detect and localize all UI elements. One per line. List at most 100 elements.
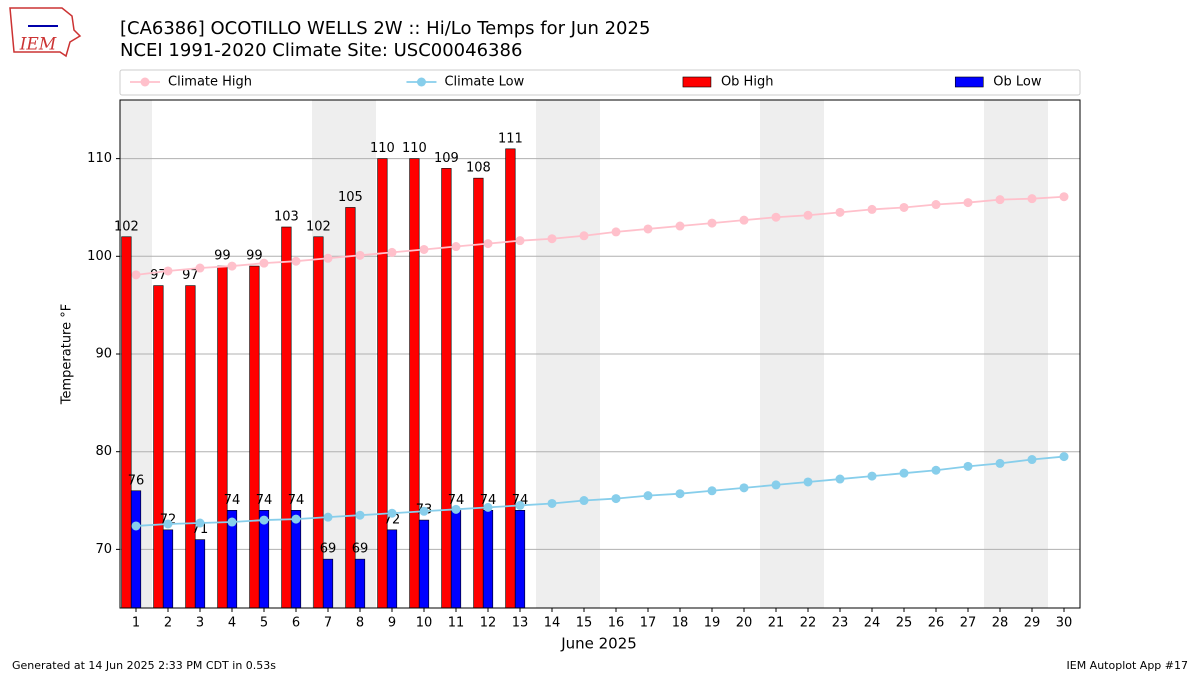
- marker: [419, 244, 429, 254]
- bar: [281, 226, 292, 609]
- marker: [163, 519, 173, 529]
- marker: [739, 483, 749, 493]
- bar: [121, 236, 132, 609]
- bar: [130, 490, 142, 609]
- bar: [290, 510, 302, 609]
- bar-value-label: 69: [320, 542, 337, 557]
- bar: [354, 558, 366, 609]
- marker: [643, 224, 653, 234]
- marker: [483, 502, 493, 512]
- y-tick-label: 100: [87, 249, 112, 264]
- marker: [579, 496, 589, 506]
- marker: [451, 242, 461, 252]
- bar-value-label: 105: [338, 190, 363, 205]
- marker: [963, 461, 973, 471]
- marker: [835, 207, 845, 217]
- marker: [195, 263, 205, 273]
- x-tick-label: 7: [324, 616, 332, 631]
- bar: [386, 529, 398, 609]
- marker: [291, 514, 301, 524]
- x-tick-label: 14: [544, 616, 561, 631]
- marker: [835, 474, 845, 484]
- x-tick-label: 30: [1056, 616, 1073, 631]
- bar: [377, 158, 388, 609]
- marker: [899, 468, 909, 478]
- marker: [867, 471, 877, 481]
- bar-value-label: 99: [214, 249, 231, 264]
- bar: [473, 177, 484, 609]
- logo-text: IEM: [19, 35, 57, 55]
- y-tick-label: 110: [87, 151, 112, 166]
- bar: [249, 265, 260, 609]
- x-tick-label: 17: [640, 616, 657, 631]
- y-axis-label: Temperature °F: [60, 304, 75, 405]
- chart-title: [CA6386] OCOTILLO WELLS 2W :: Hi/Lo Temp…: [120, 18, 650, 39]
- marker: [611, 227, 621, 237]
- bar: [162, 529, 174, 609]
- marker: [323, 512, 333, 522]
- marker: [163, 266, 173, 276]
- marker: [259, 258, 269, 268]
- x-tick-label: 16: [608, 616, 625, 631]
- x-tick-label: 25: [896, 616, 913, 631]
- bar-value-label: 111: [498, 131, 523, 146]
- bar-value-label: 72: [384, 512, 401, 527]
- x-tick-label: 4: [228, 616, 236, 631]
- marker: [547, 234, 557, 244]
- y-tick-label: 70: [95, 542, 112, 557]
- marker: [867, 204, 877, 214]
- line: [135, 455, 1065, 527]
- marker: [1027, 455, 1037, 465]
- bar-value-label: 97: [182, 268, 199, 283]
- bar: [441, 168, 452, 609]
- marker: [355, 250, 365, 260]
- plot-frame: [119, 99, 1081, 609]
- bar: [153, 285, 164, 609]
- bar: [322, 558, 334, 609]
- x-tick-label: 12: [480, 616, 497, 631]
- marker: [611, 494, 621, 504]
- marker: [419, 506, 429, 516]
- marker: [291, 256, 301, 266]
- marker: [355, 510, 365, 520]
- marker: [195, 518, 205, 528]
- legend-swatch: [682, 76, 712, 88]
- bar-value-label: 74: [448, 493, 465, 508]
- bar: [217, 265, 228, 609]
- marker: [227, 261, 237, 271]
- bar-value-label: 69: [352, 542, 369, 557]
- marker: [131, 270, 141, 280]
- chart-subtitle: NCEI 1991-2020 Climate Site: USC00046386: [120, 40, 522, 61]
- marker: [675, 489, 685, 499]
- y-tick-label: 80: [95, 444, 112, 459]
- marker: [387, 247, 397, 257]
- x-tick-label: 18: [672, 616, 689, 631]
- x-tick-label: 2: [164, 616, 172, 631]
- marker: [995, 458, 1005, 468]
- bar-value-label: 74: [224, 493, 241, 508]
- marker: [227, 517, 237, 527]
- legend-label: Ob Low: [993, 75, 1042, 90]
- marker: [643, 491, 653, 501]
- bar: [514, 510, 526, 609]
- legend-marker: [140, 77, 150, 87]
- x-tick-label: 19: [704, 616, 721, 631]
- marker: [1059, 452, 1069, 462]
- y-tick-label: 90: [95, 347, 112, 362]
- footer-right: IEM Autoplot App #17: [1067, 659, 1189, 672]
- legend-swatch: [954, 76, 984, 88]
- x-tick-label: 24: [864, 616, 881, 631]
- legend-marker: [416, 77, 426, 87]
- marker: [1059, 192, 1069, 202]
- x-tick-label: 27: [960, 616, 977, 631]
- bar-value-label: 99: [246, 249, 263, 264]
- bar: [418, 519, 430, 609]
- x-tick-label: 3: [196, 616, 204, 631]
- x-tick-label: 20: [736, 616, 753, 631]
- marker: [323, 253, 333, 263]
- marker: [547, 498, 557, 508]
- x-axis-label: June 2025: [560, 635, 637, 653]
- x-tick-label: 5: [260, 616, 268, 631]
- bar-value-label: 110: [370, 141, 395, 156]
